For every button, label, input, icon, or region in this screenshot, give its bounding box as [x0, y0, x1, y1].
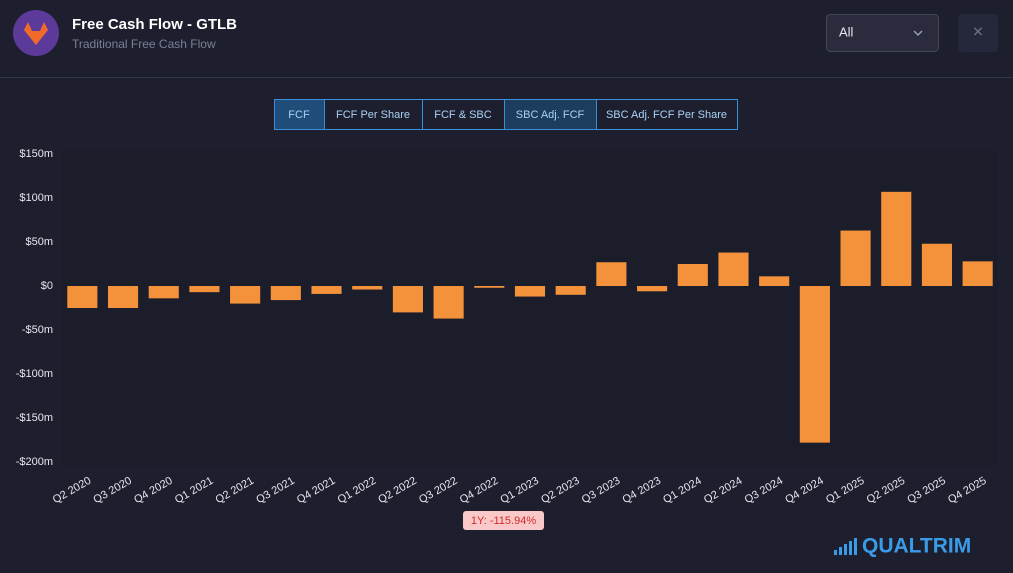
tab-label: FCF: [288, 109, 310, 121]
dropdown-label: All: [839, 24, 854, 39]
y-tick-label: $0: [41, 280, 53, 292]
bar: [718, 252, 749, 286]
plot-area: [62, 150, 998, 466]
dropdown[interactable]: [826, 14, 939, 52]
bar: [352, 286, 383, 290]
brand: QUALTRIM: [862, 535, 971, 558]
y-tick-label: -$200m: [16, 456, 53, 468]
dropdown-caret: [913, 30, 923, 37]
close-icon: ✕: [972, 24, 984, 40]
bar: [107, 286, 139, 308]
y-tick-label: -$150m: [16, 412, 53, 424]
tab-label: FCF & SBC: [434, 109, 492, 121]
y-tick-label: $100m: [19, 192, 53, 204]
logo-fox: [24, 22, 48, 45]
y-tick-label: -$50m: [22, 324, 53, 336]
tab-label: FCF Per Share: [336, 109, 410, 121]
bar: [840, 230, 871, 286]
bar: [962, 261, 993, 286]
bar: [311, 286, 342, 294]
bar: [189, 286, 220, 293]
bar: [637, 286, 668, 292]
bar: [555, 286, 586, 295]
bar: [230, 286, 261, 304]
bar: [148, 286, 179, 299]
bar: [759, 276, 790, 286]
bar: [270, 286, 301, 301]
close-button[interactable]: [958, 14, 998, 52]
tab-label: SBC Adj. FCF: [516, 109, 585, 121]
subtitle: Traditional Free Cash Flow: [72, 37, 216, 51]
annotation-badge: [463, 511, 544, 530]
bar: [596, 262, 627, 286]
bar: [677, 264, 708, 286]
bar: [799, 286, 830, 443]
bar: [921, 243, 953, 286]
brand-icon: [834, 538, 857, 555]
bar: [67, 286, 98, 308]
y-tick-label: -$100m: [16, 368, 53, 380]
title: Free Cash Flow - GTLB: [72, 16, 237, 33]
bar: [474, 286, 505, 288]
bar: [392, 286, 423, 313]
y-tick-label: $150m: [19, 148, 53, 160]
bar: [514, 286, 546, 297]
bar: [881, 191, 912, 286]
tab-label: SBC Adj. FCF Per Share: [606, 109, 727, 121]
annotation: 1Y: -115.94%: [471, 515, 536, 527]
tab[interactable]: [596, 99, 738, 130]
y-tick-label: $50m: [25, 236, 53, 248]
bar: [433, 286, 464, 319]
tab[interactable]: [274, 99, 325, 130]
